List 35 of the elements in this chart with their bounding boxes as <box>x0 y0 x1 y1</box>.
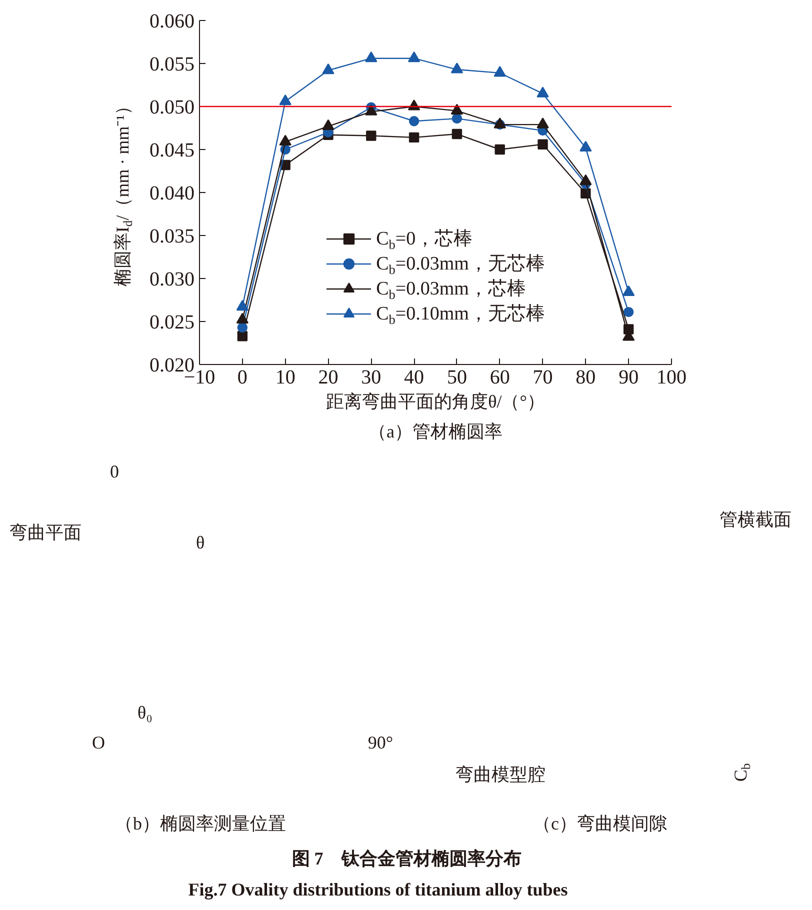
x-tick-label: 50 <box>446 366 467 388</box>
y-tick-label: 0.040 <box>150 182 194 204</box>
x-tick-label: 20 <box>318 366 338 388</box>
x-tick-label: 10 <box>275 366 296 388</box>
y-tick-label: 0.050 <box>150 96 194 118</box>
text: θ <box>196 532 205 552</box>
x-axis-title: 距离弯曲平面的角度θ/（°） <box>326 392 545 412</box>
text: （b）椭圆率测量位置 <box>115 814 286 834</box>
y-tick-label: 0.055 <box>150 54 194 76</box>
text: （c）弯曲模间隙 <box>533 814 667 834</box>
text: 弯曲模型腔 <box>456 764 546 784</box>
text: 0 <box>110 462 119 482</box>
x-tick-label: 90 <box>618 366 639 388</box>
text: θ₀ <box>138 702 152 722</box>
text: （a）管材椭圆率 <box>368 422 503 442</box>
x-tick-label: 100 <box>656 366 686 388</box>
text: 管横截面 <box>720 510 792 530</box>
x-tick-label: 30 <box>361 366 382 388</box>
x-tick-label: 80 <box>576 366 596 388</box>
y-tick-label: 0.030 <box>150 268 194 290</box>
text: 90° <box>368 732 394 752</box>
text: 图 7 钛合金管材椭圆率分布 <box>292 848 522 868</box>
x-tick-label: 60 <box>490 366 510 388</box>
text: O <box>92 732 105 752</box>
x-tick-label: 0 <box>237 366 248 388</box>
y-axis-title: 椭圆率Id/（mm · mm⁻¹） <box>112 96 135 287</box>
y-tick-label: 0.045 <box>150 140 194 162</box>
y-tick-label: 0.035 <box>150 226 194 248</box>
text: 弯曲平面 <box>10 522 82 542</box>
y-tick-label: 0.060 <box>150 10 194 32</box>
text: Cb <box>730 763 753 782</box>
text: Fig.7 Ovality distributions of titanium alloy tubes <box>188 880 568 900</box>
x-tick-label: 70 <box>532 366 553 388</box>
x-tick-label: 40 <box>404 366 424 388</box>
y-tick-label: 0.025 <box>150 312 194 334</box>
